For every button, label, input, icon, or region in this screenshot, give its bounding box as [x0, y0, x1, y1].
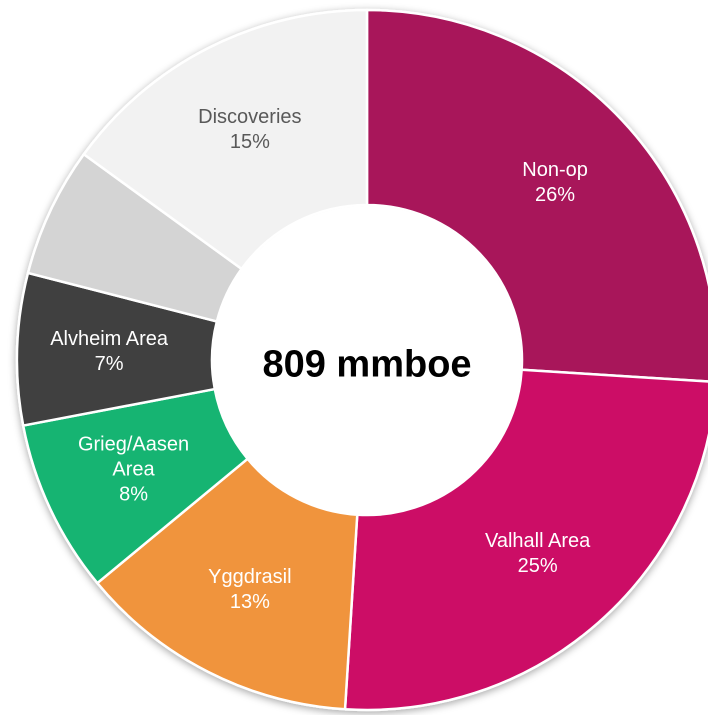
- slice-label: Yggdrasil 13%: [180, 565, 320, 615]
- center-label: 809 mmboe: [262, 343, 472, 386]
- slice-label: Valhall Area 25%: [468, 529, 608, 579]
- slice-label: Grieg/Aasen Area 8%: [64, 432, 204, 507]
- wedge: [343, 368, 708, 712]
- slice-name: Valhall Area: [484, 529, 591, 552]
- slice-value: 13%: [229, 590, 270, 613]
- slice-label: Alvheim Area 7%: [39, 327, 179, 377]
- slice-label: Discoveries 15%: [180, 105, 320, 155]
- slice-value: 7%: [94, 352, 124, 375]
- slice-name: Grieg/Aasen Area: [77, 433, 190, 481]
- donut-hole: [213, 206, 521, 514]
- wedge: [95, 457, 359, 711]
- slice-name: Non-op: [522, 159, 588, 182]
- donut: [15, 8, 708, 712]
- slice-name: Yggdrasil: [208, 565, 292, 588]
- wedge: [365, 8, 708, 383]
- slice-value: 15%: [229, 131, 270, 154]
- slice-name: Discoveries: [198, 106, 302, 129]
- slice-value: 8%: [119, 483, 148, 506]
- wedge: [82, 8, 369, 271]
- slice-label: Non-op 26%: [485, 158, 625, 208]
- slice-value: 25%: [517, 554, 558, 577]
- slice-value: 26%: [535, 184, 576, 207]
- slice-name: Alvheim Area: [50, 327, 169, 350]
